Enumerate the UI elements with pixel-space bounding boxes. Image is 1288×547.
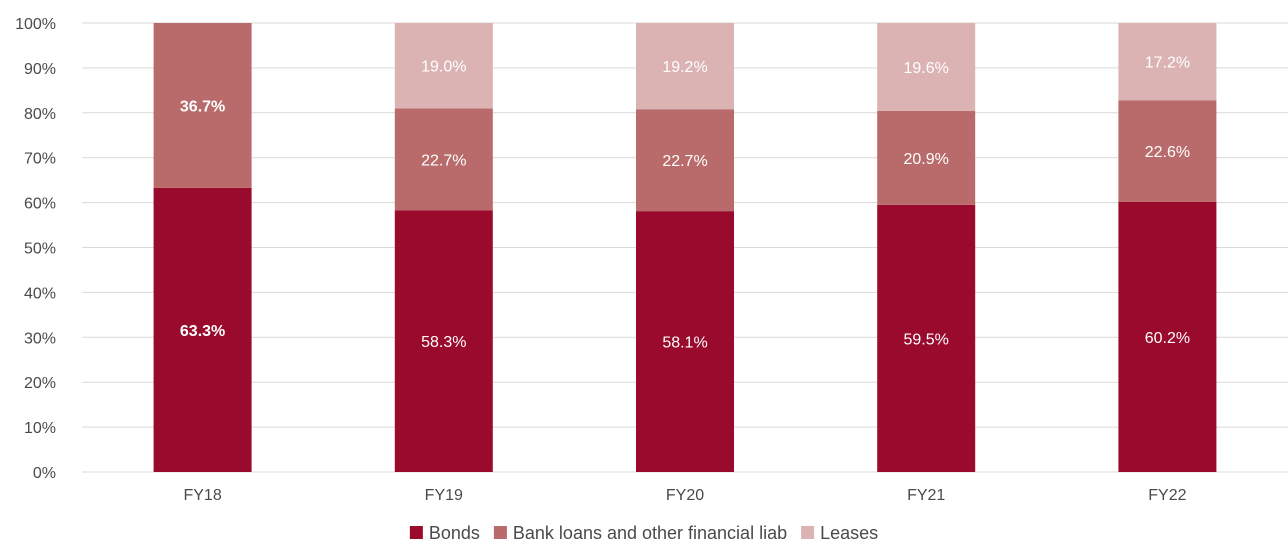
y-tick-label: 0% <box>33 465 56 482</box>
bar-segment-bonds-fy19 <box>394 210 493 472</box>
legend-label: Bonds <box>429 523 480 543</box>
bars <box>153 23 1217 473</box>
x-category-label: FY22 <box>1148 487 1186 504</box>
data-label: 19.0% <box>421 59 466 76</box>
bar-segment-bank-loans-and-other-financial-liab-fy18 <box>153 23 252 188</box>
legend: Bonds Bank loans and other financial liab… <box>409 523 878 543</box>
legend-swatch <box>409 526 423 539</box>
data-label: 20.9% <box>904 151 949 168</box>
bar-segment-bonds-fy21 <box>877 204 976 472</box>
data-label: 36.7% <box>180 98 225 115</box>
x-category-label: FY21 <box>907 487 945 504</box>
y-tick-label: 40% <box>24 285 56 302</box>
y-tick-label: 20% <box>24 375 56 392</box>
bar-segment-leases-fy21 <box>877 23 976 112</box>
x-category-label: FY19 <box>425 487 463 504</box>
data-label: 63.3% <box>180 323 225 340</box>
legend-label: Bank loans and other financial liab <box>513 523 787 543</box>
legend-swatch <box>493 526 507 539</box>
legend-swatch <box>801 526 815 539</box>
bar-segment-bonds-fy22 <box>1118 201 1217 472</box>
bar-segment-bonds-fy20 <box>636 211 734 473</box>
bar-segment-bank-loans-and-other-financial-liab-fy20 <box>636 109 734 212</box>
y-tick-label: 80% <box>24 106 56 123</box>
data-label: 58.3% <box>421 334 466 351</box>
bar-segment-bank-loans-and-other-financial-liab-fy21 <box>877 111 976 205</box>
y-tick-label: 50% <box>24 241 56 258</box>
bar-segment-bank-loans-and-other-financial-liab-fy19 <box>394 108 493 211</box>
x-category-label: FY20 <box>666 487 704 504</box>
bar-segment-bonds-fy18 <box>153 187 252 472</box>
data-label: 17.2% <box>1145 55 1190 72</box>
data-label: 19.2% <box>662 59 707 76</box>
data-labels: 63.3% 36.7% 58.3% 22.7% 19.0% 58.1% 22.7% 19.2%… <box>180 55 1190 352</box>
x-axis-category-labels: FY18 FY19 FY20 FY21 FY22 <box>183 487 1186 504</box>
data-label: 22.7% <box>662 153 707 170</box>
legend-label: Leases <box>820 523 878 543</box>
bar-segment-leases-fy19 <box>394 23 493 109</box>
y-axis-tick-labels: 0% 10% 20% 30% 40% 50% 60% 70% 80% 90% 100% <box>15 16 56 482</box>
x-category-label: FY18 <box>183 487 221 504</box>
data-label: 58.1% <box>662 335 707 352</box>
data-label: 59.5% <box>904 331 949 348</box>
data-label: 19.6% <box>904 60 949 77</box>
y-tick-label: 10% <box>24 420 56 437</box>
bar-segment-leases-fy20 <box>636 23 734 110</box>
bar-segment-leases-fy22 <box>1118 23 1217 101</box>
y-tick-label: 90% <box>24 61 56 78</box>
y-tick-label: 30% <box>24 330 56 347</box>
y-tick-label: 70% <box>24 151 56 168</box>
data-label: 60.2% <box>1145 330 1190 347</box>
y-tick-label: 100% <box>15 16 56 33</box>
data-label: 22.7% <box>421 152 466 169</box>
bar-segment-bank-loans-and-other-financial-liab-fy22 <box>1118 100 1217 202</box>
y-tick-label: 60% <box>24 196 56 213</box>
data-label: 22.6% <box>1145 144 1190 161</box>
